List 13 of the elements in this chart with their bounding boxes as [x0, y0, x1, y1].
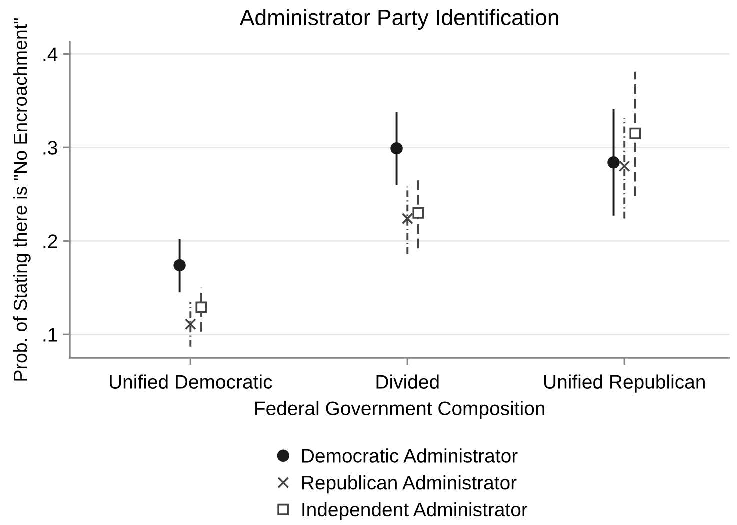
x-tick-label: Unified Democratic	[110, 374, 272, 389]
legend-label: Democratic Administrator	[302, 448, 518, 463]
legend-label: Republican Administrator	[302, 476, 517, 494]
x-axis-title: Federal Government Composition	[256, 401, 544, 420]
y-tick-label: .2	[44, 234, 58, 248]
legend-label: Independent Administrator	[302, 502, 528, 521]
y-tick-label: .4	[44, 48, 58, 62]
y-tick-label: .1	[44, 328, 58, 342]
x-tick-label: Divided	[376, 374, 439, 389]
y-axis-title: Prob. of Stating there is "No Encroachment"	[13, 18, 31, 381]
y-tick-label: .3	[44, 141, 58, 155]
chart-title: Administrator Party Identification	[240, 9, 558, 30]
x-tick-label: Unified Republican	[544, 374, 705, 393]
